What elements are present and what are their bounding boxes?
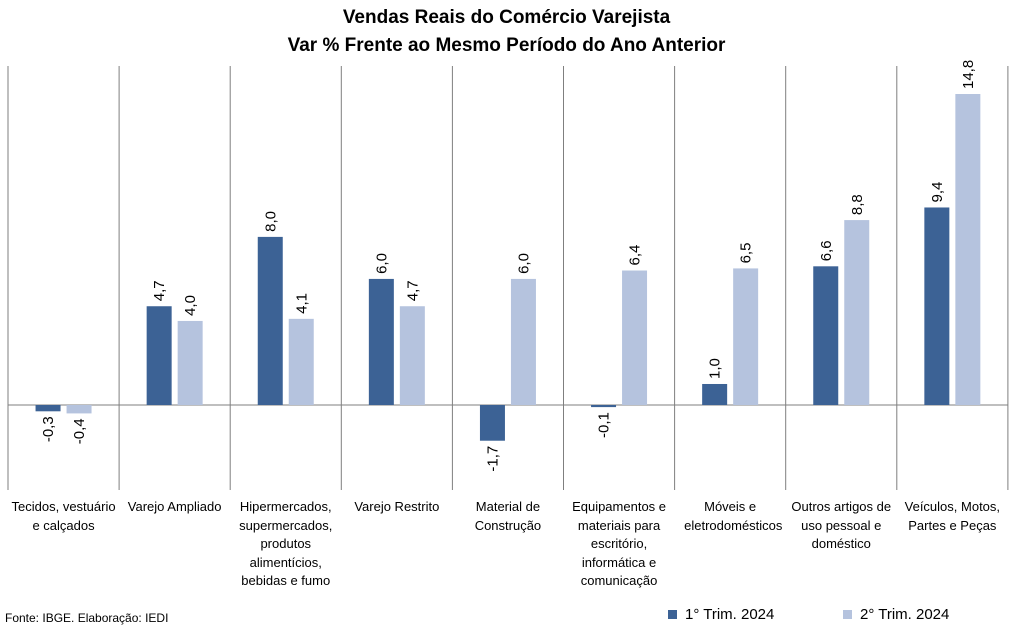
data-label-series2: 6,5 (738, 243, 755, 264)
data-label-series1: 6,6 (818, 240, 835, 261)
bar-series1 (702, 383, 728, 405)
data-label-series2: 4,0 (182, 295, 199, 316)
legend-label-series2: 2° Trim. 2024 (860, 606, 950, 623)
bar-series1 (479, 405, 505, 441)
bar-series1 (813, 266, 839, 405)
bar-series2 (66, 405, 92, 414)
bar-series2 (844, 220, 870, 405)
data-label-series1: 8,0 (262, 211, 279, 232)
bar-series2 (510, 278, 536, 405)
category-label: Material de Construção (474, 499, 542, 533)
data-label-series1: 9,4 (929, 182, 946, 203)
bar-series2 (288, 318, 314, 405)
bar-series2 (733, 268, 759, 405)
category-label: Hipermercados, supermercados, produtos a… (239, 499, 333, 588)
legend-label-series1: 1° Trim. 2024 (685, 606, 775, 623)
category-label: Equipamentos e materiais para escritório… (572, 499, 667, 588)
source-note: Fonte: IBGE. Elaboração: IEDI (5, 611, 169, 625)
data-label-series1: -1,7 (484, 446, 501, 472)
bar-series1 (146, 306, 172, 405)
bar-series2 (177, 320, 203, 405)
category-label: Varejo Ampliado (127, 499, 222, 514)
chart-title-line1: Vendas Reais do Comércio Varejista (342, 7, 671, 28)
bar-series1 (35, 405, 61, 412)
data-label-series1: -0,1 (596, 412, 613, 438)
data-label-series2: -0,4 (71, 418, 88, 444)
bar-series2 (399, 306, 425, 405)
legend-swatch-series2 (843, 610, 852, 619)
category-label: Tecidos, vestuário e calçados (11, 499, 116, 533)
data-label-series2: 6,0 (515, 253, 532, 274)
data-label-series2: 14,8 (960, 60, 977, 89)
bar-series1 (591, 405, 617, 408)
category-label: Varejo Restrito (354, 499, 440, 514)
legend-item-series2: 2° Trim. 2024 (843, 606, 949, 623)
bar-series2 (622, 270, 648, 405)
data-label-series1: 6,0 (373, 253, 390, 274)
data-label-series1: 1,0 (707, 358, 724, 379)
bar-series1 (924, 207, 950, 405)
bar-series1 (368, 278, 394, 405)
legend-item-series1: 1° Trim. 2024 (668, 606, 774, 623)
legend-swatch-series1 (668, 610, 677, 619)
data-label-series2: 6,4 (627, 245, 644, 266)
data-label-series2: 8,8 (849, 194, 866, 215)
data-label-series1: -0,3 (40, 416, 57, 442)
bar-series2 (955, 94, 981, 405)
bar-series1 (257, 236, 283, 405)
category-label: Móveis e eletrodomésticos (684, 499, 783, 533)
category-label: Veículos, Motos, Partes e Peças (904, 499, 1001, 533)
category-label: Outros artigos de uso pessoal e doméstic… (791, 499, 892, 551)
data-label-series2: 4,1 (293, 293, 310, 314)
data-label-series1: 4,7 (151, 280, 168, 301)
chart-title-line2: Var % Frente ao Mesmo Período do Ano Ant… (287, 35, 726, 56)
data-label-series2: 4,7 (404, 280, 421, 301)
